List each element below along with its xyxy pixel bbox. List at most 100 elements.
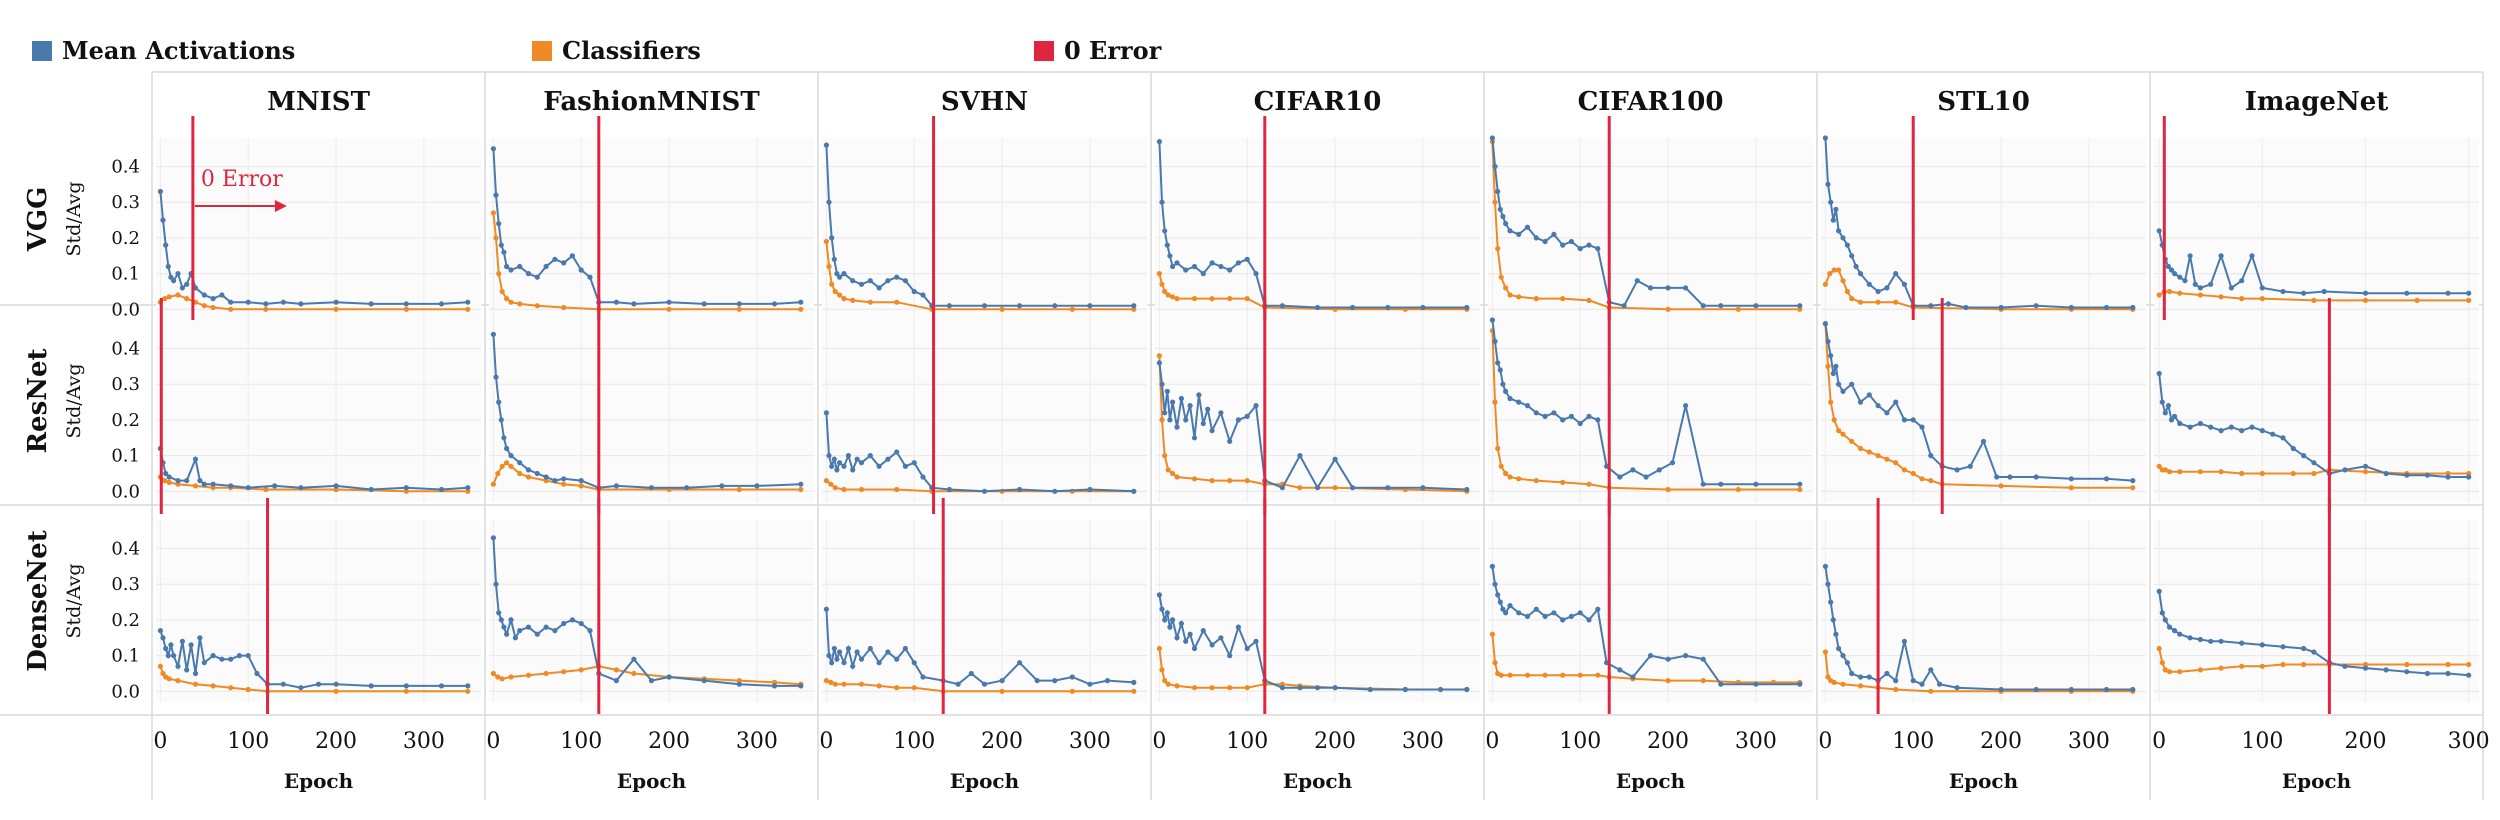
classifiers-point <box>832 681 838 687</box>
mean-activations-point <box>1853 263 1859 270</box>
y-tick-label: 0.2 <box>111 410 140 431</box>
mean-activations-point <box>525 624 532 630</box>
mean-activations-point <box>1551 231 1557 237</box>
mean-activations-point <box>684 485 690 491</box>
mean-activations-point <box>829 235 835 241</box>
legend-label-classifiers: Classifiers <box>562 36 701 65</box>
mean-activations-point <box>2301 453 2307 459</box>
mean-activations-point <box>438 486 445 493</box>
mean-activations-point <box>850 278 856 284</box>
mean-activations-point <box>1893 399 1899 405</box>
mean-activations-point <box>561 260 567 266</box>
panel-background <box>489 138 814 320</box>
mean-activations-point <box>1998 686 2004 693</box>
classifiers-point <box>499 676 505 682</box>
classifiers-point <box>2466 297 2472 303</box>
mean-activations-point <box>165 653 171 659</box>
classifiers-point <box>1844 288 1850 295</box>
panel-resnet-cifar100 <box>1488 298 1813 514</box>
mean-activations-point <box>1833 206 1839 212</box>
x-tick-label: 0 <box>2152 729 2166 754</box>
mean-activations-point <box>2342 663 2348 669</box>
x-tick-label: 100 <box>560 729 602 754</box>
classifiers-point <box>2177 469 2183 475</box>
mean-activations-point <box>1994 474 2000 480</box>
mean-activations-point <box>1174 635 1180 641</box>
classifiers-point <box>2311 470 2317 477</box>
classifiers-point <box>496 271 502 277</box>
mean-activations-point <box>1665 285 1671 291</box>
classifiers-point <box>2162 467 2168 473</box>
classifiers-point <box>2166 469 2173 475</box>
classifiers-point <box>826 263 832 270</box>
mean-activations-point <box>1524 613 1531 620</box>
classifiers-point <box>1507 292 1513 298</box>
mean-activations-point <box>837 274 843 280</box>
panel-background <box>1155 138 1480 320</box>
mean-activations-point <box>850 663 856 669</box>
mean-activations-point <box>1464 686 1470 693</box>
classifiers-point <box>1156 353 1162 359</box>
mean-activations-point <box>1825 181 1831 187</box>
mean-activations-point <box>263 301 269 307</box>
classifiers-point <box>1159 667 1165 673</box>
mean-activations-point <box>631 301 637 307</box>
mean-activations-point <box>867 645 873 652</box>
classifiers-point <box>333 306 339 312</box>
mean-activations-point <box>157 628 163 634</box>
panel-resnet-cifar10 <box>1155 298 1480 514</box>
x-axis-label: Epoch <box>1283 769 1353 793</box>
classifiers-point <box>828 481 834 487</box>
classifiers-point <box>2197 667 2203 673</box>
mean-activations-point <box>2208 424 2214 430</box>
classifiers-point <box>1840 681 1846 687</box>
classifiers-point <box>631 670 637 677</box>
mean-activations-point <box>823 606 830 612</box>
mean-activations-point <box>578 267 584 273</box>
mean-activations-point <box>498 417 504 423</box>
mean-activations-point <box>2156 370 2162 377</box>
mean-activations-point <box>829 660 835 666</box>
mean-activations-point <box>1191 645 1198 652</box>
x-tick-label: 300 <box>736 729 778 754</box>
mean-activations-point <box>298 485 304 491</box>
classifiers-point <box>1857 683 1864 689</box>
mean-activations-point <box>834 271 840 277</box>
classifiers-point <box>228 685 234 691</box>
mean-activations-point <box>837 460 843 466</box>
mean-activations-point <box>1919 681 1925 687</box>
classifiers-point <box>534 303 540 309</box>
mean-activations-point <box>163 470 169 477</box>
mean-activations-point <box>1857 271 1864 277</box>
classifiers-point <box>1332 485 1338 491</box>
mean-activations-point <box>1840 388 1846 394</box>
mean-activations-point <box>1209 428 1215 434</box>
mean-activations-point <box>1385 485 1391 491</box>
mean-activations-point <box>543 624 549 630</box>
mean-activations-point <box>1164 242 1170 248</box>
mean-activations-point <box>613 678 620 684</box>
mean-activations-point <box>1875 403 1881 409</box>
mean-activations-point <box>1402 686 1408 693</box>
mean-activations-point <box>1178 395 1184 402</box>
classifiers-point <box>2177 290 2183 296</box>
mean-activations-point <box>1209 642 1215 648</box>
mean-activations-point <box>534 274 540 280</box>
classifiers-point <box>201 303 207 309</box>
zero-error-annotation: 0 Error <box>201 167 283 192</box>
mean-activations-point <box>1893 271 1899 277</box>
classifiers-point <box>561 481 567 487</box>
panel-densenet-stl10: 0 100 200 300 Epoch <box>1818 498 2146 793</box>
mean-activations-point <box>1164 388 1170 394</box>
mean-activations-point <box>867 278 873 284</box>
mean-activations-point <box>2197 285 2203 291</box>
classifiers-point <box>2362 469 2369 475</box>
mean-activations-point <box>1617 474 1623 480</box>
classifiers-point <box>1507 672 1513 678</box>
classifiers-point <box>1797 306 1803 312</box>
mean-activations-point <box>826 653 832 659</box>
mean-activations-point <box>569 253 576 259</box>
mean-activations-point <box>1503 610 1509 616</box>
panel-densenet-mnist: 0 100 200 300 Epoch <box>153 498 481 793</box>
mean-activations-point <box>333 681 339 687</box>
